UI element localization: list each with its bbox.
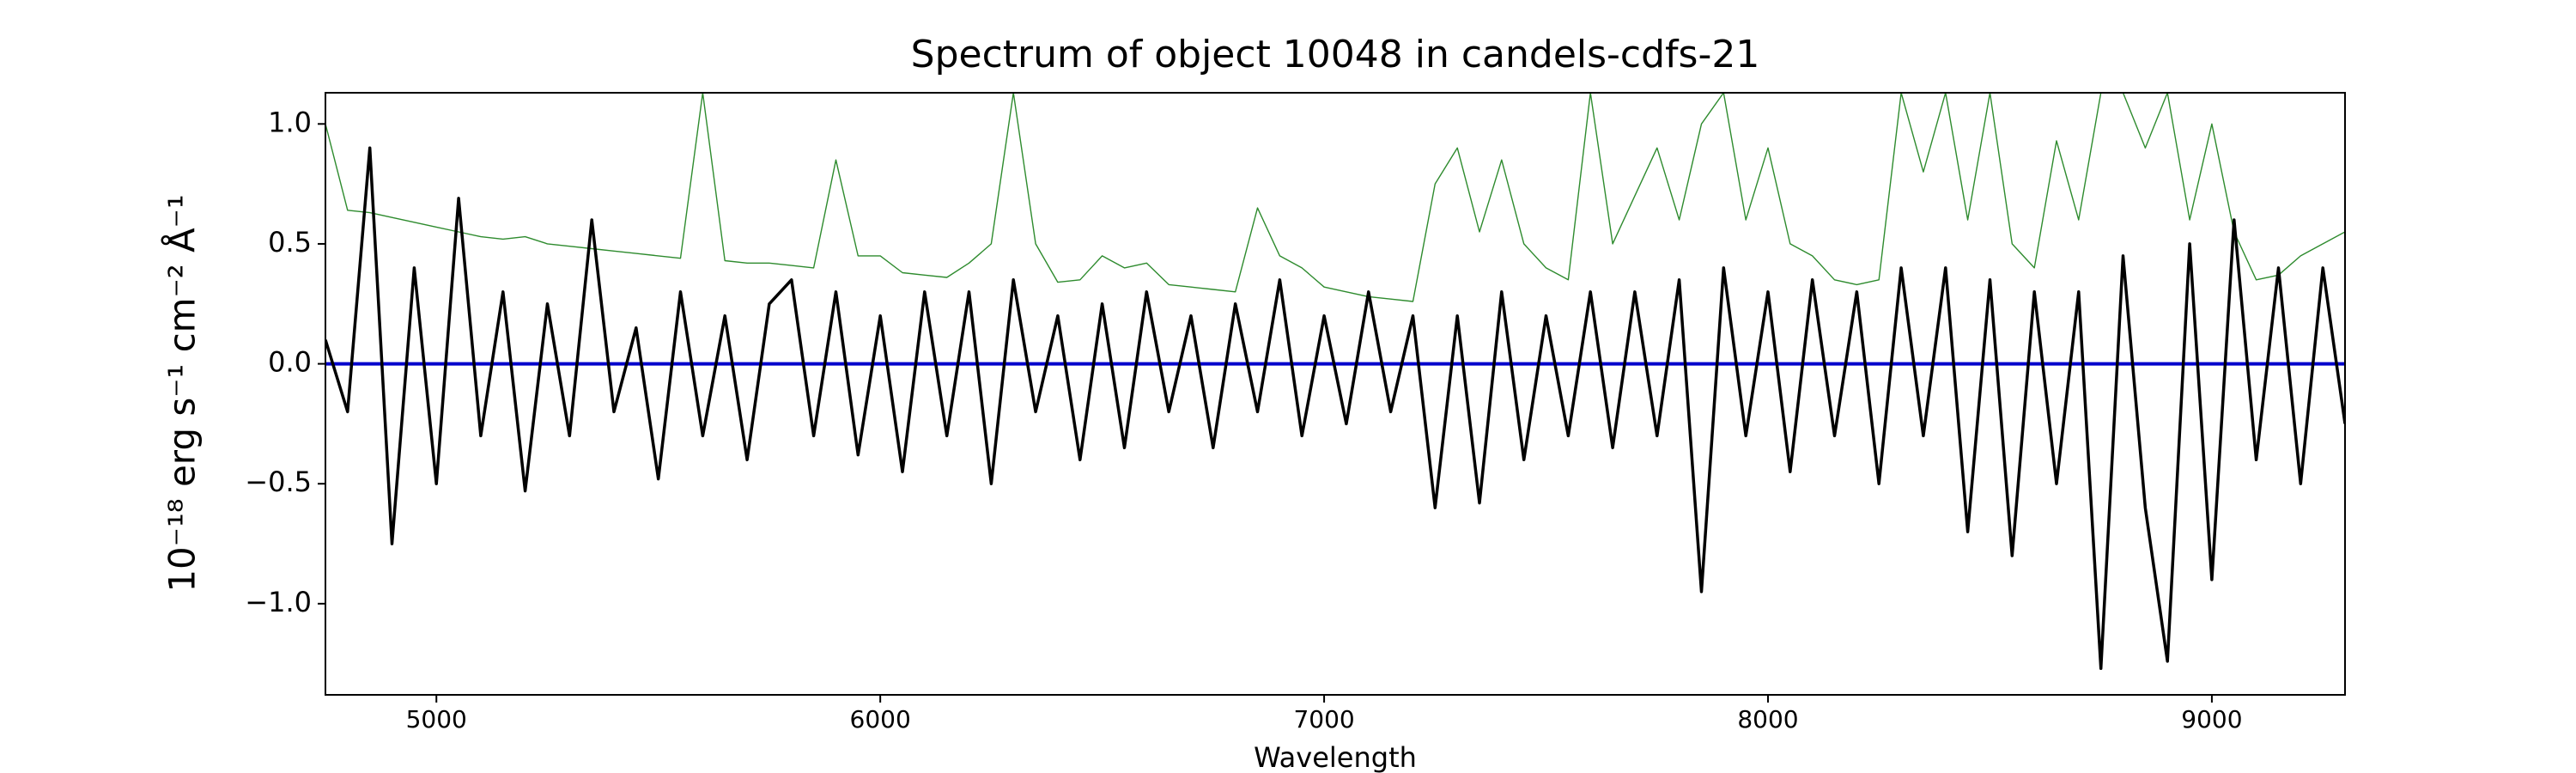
x-tick-label: 8000 xyxy=(1737,705,1798,733)
x-tick-label: 7000 xyxy=(1293,705,1354,733)
y-tick-label: 0.0 xyxy=(268,346,312,379)
y-tick-label: −1.0 xyxy=(245,586,312,618)
y-axis-label: 10⁻¹⁸ erg s⁻¹ cm⁻² Å⁻¹ xyxy=(161,194,204,592)
y-tick-label: 0.5 xyxy=(268,226,312,259)
x-tick-label: 5000 xyxy=(406,705,467,733)
spectrum-line xyxy=(325,146,2345,671)
x-tick-label: 9000 xyxy=(2181,705,2242,733)
x-axis-label: Wavelength xyxy=(1254,741,1417,773)
spectrum-line xyxy=(325,93,2345,302)
chart-title: Spectrum of object 10048 in candels-cdfs… xyxy=(911,33,1760,76)
plot-frame xyxy=(325,92,2346,696)
plot-area xyxy=(325,93,2345,671)
y-tick-label: −0.5 xyxy=(245,466,312,498)
y-tick-label: 1.0 xyxy=(268,106,312,138)
x-tick-label: 6000 xyxy=(850,705,911,733)
